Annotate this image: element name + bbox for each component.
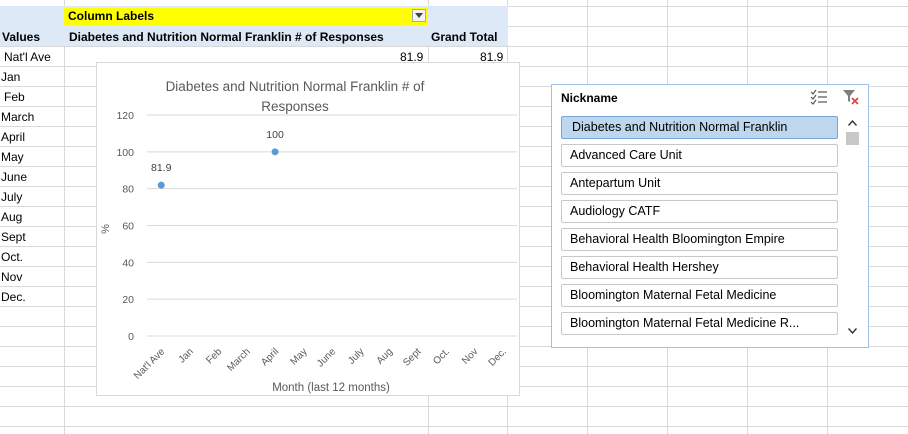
- x-tick-label: Nat'l Ave: [132, 346, 168, 382]
- pivot-row-label: March: [1, 110, 35, 124]
- slicer-item[interactable]: Behavioral Health Bloomington Empire: [561, 228, 838, 251]
- scroll-up-button[interactable]: [844, 116, 860, 130]
- values-header: Values: [2, 30, 41, 44]
- y-tick-label: 80: [122, 184, 134, 196]
- chart-title-line1: Diabetes and Nutrition Normal Franklin #…: [166, 79, 425, 94]
- pivot-row-label: April: [1, 130, 26, 144]
- data-point[interactable]: [271, 148, 279, 156]
- column-labels-cell[interactable]: Column Labels: [64, 8, 428, 25]
- chevron-down-icon: [847, 328, 857, 334]
- y-tick-label: 40: [122, 257, 134, 269]
- x-tick-label: April: [259, 346, 281, 368]
- pivot-row-label: May: [1, 150, 24, 164]
- clear-filter-icon[interactable]: [842, 89, 860, 105]
- y-tick-label: 20: [122, 294, 134, 306]
- slicer-item[interactable]: Behavioral Health Hershey: [561, 256, 838, 279]
- slicer-item[interactable]: Bloomington Maternal Fetal Medicine: [561, 284, 838, 307]
- y-tick-label: 60: [122, 221, 134, 233]
- data-label: 81.9: [151, 162, 172, 174]
- y-tick-label: 120: [116, 110, 134, 122]
- multi-select-icon[interactable]: [810, 89, 828, 105]
- slicer-toolbar: [810, 89, 860, 105]
- pivot-row-label: Aug: [1, 210, 23, 224]
- slicer-title: Nickname: [561, 91, 618, 105]
- chart-title-line2: Responses: [261, 99, 329, 114]
- slicer-scrollbar[interactable]: [844, 116, 860, 340]
- x-tick-label: June: [315, 346, 338, 369]
- slicer-item[interactable]: Audiology CATF: [561, 200, 838, 223]
- slicer-item[interactable]: Bloomington Maternal Fetal Medicine R...: [561, 312, 838, 335]
- column-labels-text: Column Labels: [68, 9, 155, 23]
- nickname-slicer[interactable]: Nickname Diabetes and Nutrition Normal F…: [551, 84, 869, 348]
- scatter-chart: Diabetes and Nutrition Normal Franklin #…: [100, 79, 517, 394]
- pivot-row-label: July: [1, 190, 23, 204]
- x-tick-label: Jan: [177, 346, 196, 365]
- x-tick-label: Sept: [401, 346, 423, 368]
- pivot-row-label: Feb: [4, 90, 25, 104]
- x-tick-label: March: [225, 346, 252, 373]
- grand-total-header: Grand Total: [431, 30, 498, 44]
- pivot-row-value: 81.9: [400, 50, 424, 64]
- x-tick-label: Dec.: [487, 346, 509, 368]
- scroll-thumb[interactable]: [846, 132, 859, 145]
- column-labels-filter-button[interactable]: [412, 9, 426, 22]
- y-tick-label: 0: [128, 331, 134, 343]
- pivot-row-label: Sept: [1, 230, 26, 244]
- pivot-row-label: June: [1, 170, 28, 184]
- pivot-row-grand-total: 81.9: [480, 50, 504, 64]
- x-tick-label: Feb: [204, 346, 224, 366]
- pivot-row-label: Oct.: [1, 250, 24, 264]
- scroll-down-button[interactable]: [844, 324, 860, 338]
- x-axis-label: Month (last 12 months): [272, 382, 390, 394]
- data-label: 100: [266, 129, 284, 141]
- y-tick-label: 100: [116, 147, 134, 159]
- x-tick-label: Oct.: [431, 346, 452, 367]
- data-point[interactable]: [157, 181, 165, 189]
- chart-container[interactable]: Diabetes and Nutrition Normal Franklin #…: [96, 62, 520, 396]
- pivot-row-label: Nat'l Ave: [4, 50, 51, 64]
- pivot-row-label: Dec.: [1, 290, 26, 304]
- chevron-up-icon: [847, 120, 857, 126]
- x-tick-label: Nov: [460, 346, 480, 366]
- y-axis-label: %: [100, 224, 112, 234]
- x-tick-label: July: [346, 346, 366, 366]
- pivot-row-label: Jan: [1, 70, 21, 84]
- x-tick-label: Aug: [375, 346, 395, 366]
- pivot-columns-band: [0, 28, 508, 46]
- column-header: Diabetes and Nutrition Normal Franklin #…: [69, 30, 384, 44]
- chevron-down-icon: [415, 13, 423, 18]
- slicer-item[interactable]: Advanced Care Unit: [561, 144, 838, 167]
- slicer-item[interactable]: Diabetes and Nutrition Normal Franklin: [561, 116, 838, 139]
- slicer-item[interactable]: Antepartum Unit: [561, 172, 838, 195]
- pivot-row-label: Nov: [1, 270, 23, 284]
- x-tick-label: May: [289, 346, 310, 367]
